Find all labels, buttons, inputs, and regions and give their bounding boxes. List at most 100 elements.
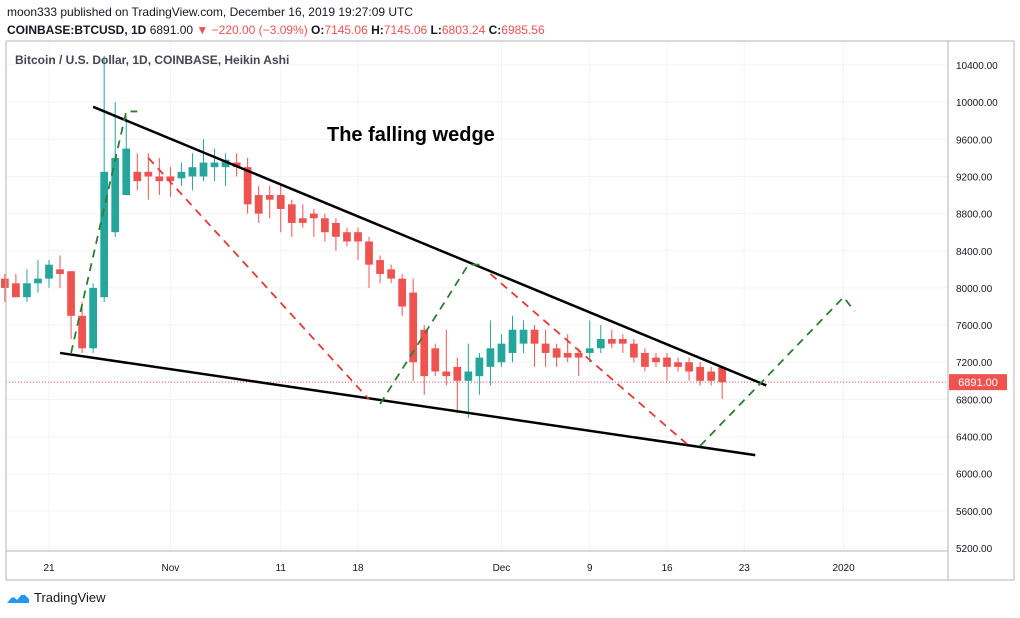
candle-body [210, 162, 219, 168]
candle-up [111, 102, 120, 237]
candle-up [100, 55, 109, 302]
candle-body [298, 218, 307, 223]
time-tick-label: 11 [276, 563, 287, 574]
open-value: 7145.06 [324, 23, 368, 37]
candle-body [221, 159, 230, 168]
low-value: 6803.24 [441, 23, 486, 37]
candle-body [243, 167, 252, 205]
candle-body [718, 367, 727, 383]
candle-body [618, 339, 627, 344]
price-tick-label: 5200.00 [956, 544, 993, 555]
candle-up [45, 260, 53, 288]
candle-body [596, 339, 605, 349]
candle-up [497, 334, 506, 367]
candle-body [552, 348, 561, 358]
high-label: H: [371, 23, 384, 37]
time-tick-label: 18 [352, 563, 364, 574]
candle-body [453, 366, 462, 381]
price-tick-label: 6000.00 [956, 470, 993, 481]
candle-down [12, 273, 20, 298]
candle-body [652, 357, 660, 363]
price-tick-label: 8400.00 [956, 247, 993, 258]
time-tick-label: Nov [161, 563, 179, 574]
candle-body [641, 352, 649, 367]
price-tick-label: 5600.00 [956, 507, 993, 518]
candle-body [464, 371, 473, 381]
candle-down [155, 157, 164, 196]
price-tick-label: 8800.00 [956, 210, 993, 221]
candle-body [188, 167, 197, 177]
candle-body [398, 278, 407, 307]
candle-down [607, 329, 616, 349]
projection-path-down-2 [489, 273, 690, 447]
candle-body [100, 171, 109, 298]
candle-body [287, 204, 296, 223]
price-tick-label: 9600.00 [956, 135, 993, 146]
price-chart[interactable]: 10400.00 10000.00 9600.00 9200.00 8800.00 840… [0, 0, 1020, 590]
candle-up [23, 269, 31, 302]
time-tick-label: 16 [661, 563, 673, 574]
candle-body [685, 362, 693, 372]
candle-up [464, 343, 473, 418]
candle-body [674, 362, 682, 367]
candle-down [376, 255, 384, 284]
candle-down [630, 339, 638, 363]
plot-area [6, 41, 948, 551]
projection-path-up-2 [379, 263, 480, 405]
candle-body [431, 348, 440, 372]
current-price-label: 6891.00 [958, 377, 998, 389]
symbol-label: COINBASE:BTCUSD, 1D [7, 23, 147, 37]
candle-down [718, 367, 727, 400]
price-tick-label: 10400.00 [956, 61, 998, 72]
candle-body [475, 357, 484, 377]
candle-body [508, 329, 517, 353]
candle-down [133, 153, 142, 191]
candle-body [574, 352, 583, 358]
candle-down [663, 352, 671, 381]
candle-down [541, 329, 550, 367]
chart-header: moon333 published on TradingView.com, De… [7, 3, 545, 39]
candle-up [34, 260, 42, 293]
price-tick-label: 6400.00 [956, 433, 993, 444]
footer-brand[interactable]: TradingView [6, 590, 106, 605]
candle-body [122, 148, 131, 196]
candle-down [409, 278, 418, 381]
price-tick-label: 9200.00 [956, 172, 993, 183]
candle-body [563, 352, 572, 358]
candle-down [420, 325, 429, 395]
candle-up [210, 148, 219, 182]
projection-paths [70, 110, 856, 447]
candle-down [696, 362, 704, 386]
open-label: O: [311, 23, 325, 37]
candle-body [343, 232, 351, 242]
candle-up [199, 139, 208, 182]
wedge-line-lower [59, 351, 756, 457]
time-tick-label: 21 [43, 563, 55, 574]
candle-body [585, 348, 594, 353]
candle-down [563, 334, 572, 363]
candle-down [354, 227, 362, 261]
candle-body [199, 162, 208, 177]
candle-body [166, 176, 175, 182]
close-value: 6985.56 [501, 23, 545, 37]
price-tick-label: 8000.00 [956, 284, 993, 295]
candle-down [530, 325, 539, 367]
time-tick-label: Dec [493, 563, 511, 574]
candle-body [707, 371, 716, 381]
candle-body [420, 329, 429, 377]
candle-down [78, 301, 86, 353]
low-label: L: [430, 23, 442, 37]
candle-down [552, 343, 561, 367]
candle-body [486, 348, 495, 367]
time-axis[interactable]: 21 Nov 11 18 Dec 9 16 23 2020 [43, 563, 855, 574]
candle-up [585, 320, 594, 363]
candle-down [453, 357, 462, 414]
candle-body [56, 269, 64, 274]
publish-info: moon333 published on TradingView.com, De… [7, 5, 414, 19]
candle-down [56, 255, 64, 288]
candle-body [607, 339, 616, 344]
candle-down [254, 185, 263, 223]
price-axis[interactable]: 10400.00 10000.00 9600.00 9200.00 8800.00 840… [956, 61, 998, 555]
candle-down [574, 348, 583, 377]
candle-up [596, 325, 605, 353]
